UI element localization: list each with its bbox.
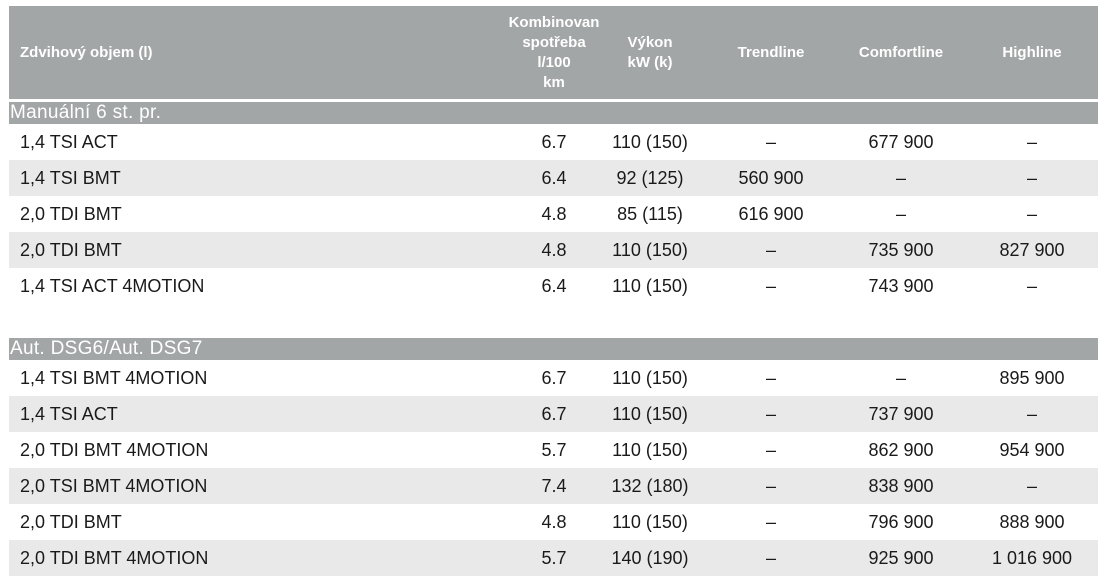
column-header-highline: Highline	[1002, 43, 1062, 61]
cell-highline: –	[1026, 476, 1037, 496]
cell-power: 110 (150)	[612, 276, 688, 296]
cell-consumption: 6.7	[541, 132, 567, 152]
cell-engine: 1,4 TSI BMT 4MOTION	[20, 368, 208, 388]
table-row: 1,4 TSI ACT 6.7 110 (150) – 677 900 –	[9, 124, 1098, 160]
cell-trendline: –	[765, 276, 776, 296]
cell-engine: 2,0 TDI BMT 4MOTION	[20, 440, 209, 460]
cell-consumption: 6.7	[541, 368, 567, 388]
cell-consumption: 6.4	[541, 276, 567, 296]
cell-engine: 1,4 TSI ACT 4MOTION	[20, 276, 205, 296]
cell-consumption: 6.4	[541, 168, 567, 188]
cell-power: 140 (190)	[611, 548, 689, 568]
cell-highline: 827 900	[999, 240, 1065, 260]
table-row: 2,0 TDI BMT 4MOTION 5.7 140 (190) – 925 …	[9, 540, 1098, 576]
section-title-manual: Manuální 6 st. pr.	[9, 102, 1098, 124]
cell-trendline: –	[765, 440, 776, 460]
cell-comfortline: 925 900	[868, 548, 934, 568]
cell-consumption: 4.8	[541, 204, 567, 224]
cell-power: 110 (150)	[612, 368, 688, 388]
cell-comfortline: 838 900	[868, 476, 934, 496]
cell-power: 110 (150)	[612, 132, 688, 152]
cell-consumption: 5.7	[541, 548, 567, 568]
cell-consumption: 4.8	[541, 512, 567, 532]
cell-trendline: –	[765, 548, 776, 568]
cell-highline: 954 900	[999, 440, 1065, 460]
cell-trendline: 560 900	[738, 168, 804, 188]
cell-consumption: 4.8	[541, 240, 567, 260]
cell-engine: 2,0 TDI BMT	[20, 204, 122, 224]
cell-highline: –	[1026, 132, 1037, 152]
cell-trendline: –	[765, 476, 776, 496]
cell-comfortline: 737 900	[868, 404, 934, 424]
cell-engine: 2,0 TDI BMT	[20, 240, 122, 260]
cell-power: 110 (150)	[612, 240, 688, 260]
cell-highline: –	[1026, 168, 1037, 188]
cell-highline: –	[1026, 404, 1037, 424]
cell-comfortline: –	[895, 368, 906, 388]
cell-engine: 2,0 TSI BMT 4MOTION	[20, 476, 208, 496]
column-header-comfortline: Comfortline	[858, 43, 944, 61]
cell-engine: 1,4 TSI BMT	[20, 168, 121, 188]
cell-highline: 1 016 900	[991, 548, 1073, 568]
cell-comfortline: –	[895, 168, 906, 188]
cell-comfortline: 862 900	[868, 440, 934, 460]
section-spacer	[9, 304, 1098, 338]
column-header-consumption: Kombinovan spotřeba l/100 km	[508, 13, 600, 91]
table-row: 1,4 TSI ACT 4MOTION 6.4 110 (150) – 743 …	[9, 268, 1098, 304]
cell-highline: –	[1026, 276, 1037, 296]
cell-consumption: 5.7	[541, 440, 567, 460]
cell-engine: 1,4 TSI ACT	[20, 404, 118, 424]
cell-consumption: 7.4	[541, 476, 567, 496]
cell-power: 85 (115)	[617, 204, 683, 224]
table-row: 2,0 TSI BMT 4MOTION 7.4 132 (180) – 838 …	[9, 468, 1098, 504]
cell-comfortline: 677 900	[868, 132, 934, 152]
cell-trendline: –	[765, 240, 776, 260]
cell-engine: 1,4 TSI ACT	[20, 132, 118, 152]
table-row: 1,4 TSI ACT 6.7 110 (150) – 737 900 –	[9, 396, 1098, 432]
cell-power: 110 (150)	[612, 512, 688, 532]
cell-comfortline: –	[895, 204, 906, 224]
cell-power: 92 (125)	[616, 168, 684, 188]
table-row: 2,0 TDI BMT 4.8 85 (115) 616 900 – –	[9, 196, 1098, 232]
cell-trendline: 616 900	[738, 204, 804, 224]
cell-consumption: 6.7	[541, 404, 567, 424]
cell-engine: 2,0 TDI BMT 4MOTION	[20, 548, 209, 568]
cell-comfortline: 743 900	[868, 276, 934, 296]
cell-engine: 2,0 TDI BMT	[20, 512, 122, 532]
table-header: Zdvihový objem (l) Kombinovan spotřeba l…	[9, 6, 1098, 99]
cell-power: 110 (150)	[612, 404, 688, 424]
cell-power: 110 (150)	[612, 440, 688, 460]
cell-highline: –	[1026, 204, 1037, 224]
section-title-dsg: Aut. DSG6/Aut. DSG7	[9, 338, 1098, 360]
table-row: 1,4 TSI BMT 4MOTION 6.7 110 (150) – – 89…	[9, 360, 1098, 396]
table-row: 2,0 TDI BMT 4.8 110 (150) – 735 900 827 …	[9, 232, 1098, 268]
cell-trendline: –	[765, 368, 776, 388]
cell-trendline: –	[765, 404, 776, 424]
cell-trendline: –	[765, 512, 776, 532]
table-row: 1,4 TSI BMT 6.4 92 (125) 560 900 – –	[9, 160, 1098, 196]
cell-power: 132 (180)	[611, 476, 689, 496]
cell-comfortline: 735 900	[868, 240, 934, 260]
price-table: Zdvihový objem (l) Kombinovan spotřeba l…	[9, 6, 1098, 576]
cell-highline: 895 900	[999, 368, 1065, 388]
column-header-trendline: Trendline	[737, 43, 805, 61]
table-row: 2,0 TDI BMT 4.8 110 (150) – 796 900 888 …	[9, 504, 1098, 540]
table-row: 2,0 TDI BMT 4MOTION 5.7 110 (150) – 862 …	[9, 432, 1098, 468]
cell-highline: 888 900	[999, 512, 1065, 532]
column-header-power: Výkon kW (k)	[627, 33, 673, 71]
cell-trendline: –	[765, 132, 776, 152]
column-header-engine: Zdvihový objem (l)	[20, 43, 153, 61]
header-divider	[9, 99, 1098, 102]
cell-comfortline: 796 900	[868, 512, 934, 532]
